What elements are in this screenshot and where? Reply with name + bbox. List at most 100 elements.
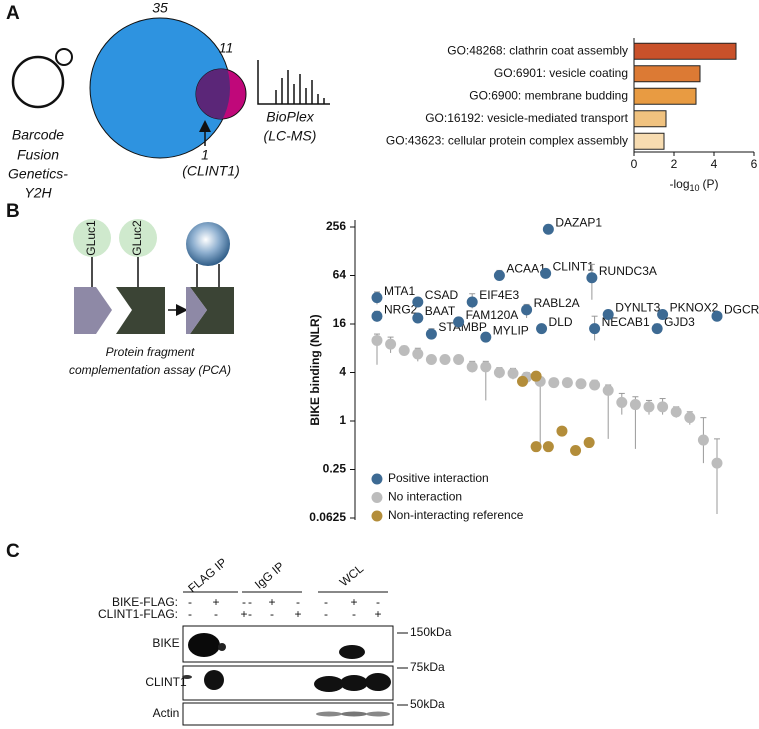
data-point [371, 310, 383, 322]
condition-sign: - [376, 595, 380, 609]
venn-label: BioPlex [266, 109, 314, 125]
condition-sign: - [188, 595, 192, 609]
data-point [602, 308, 614, 320]
gluc-label: GLuc1 [84, 220, 98, 256]
x-axis-label: 10 [690, 183, 700, 193]
legend-marker [371, 492, 383, 503]
data-point [466, 361, 478, 373]
legend-label: Non-interacting reference [388, 508, 524, 522]
data-point [697, 434, 709, 446]
size-marker: 75kDa [410, 660, 445, 674]
category-label: GO:43623: cellular protein complex assem… [386, 133, 628, 147]
panel-letter: A [6, 3, 20, 24]
point-label: RABL2A [534, 296, 580, 310]
data-point [711, 457, 723, 469]
data-point [670, 406, 682, 418]
venn-label: Fusion [17, 147, 59, 163]
point-label: PKNOX2 [670, 301, 719, 315]
data-point [575, 378, 587, 390]
data-point [536, 323, 548, 335]
data-point [548, 377, 560, 389]
data-point [453, 354, 465, 366]
size-marker: 50kDa [410, 697, 445, 711]
condition-sign: - [352, 607, 356, 621]
data-point [517, 375, 529, 387]
data-point [657, 401, 669, 413]
data-point [425, 354, 437, 366]
y-tick-label: 256 [326, 219, 346, 233]
y-tick-label: 0.0625 [309, 510, 346, 524]
venn-count: 11 [219, 40, 234, 56]
band [188, 633, 220, 657]
data-point [385, 338, 397, 350]
condition-sign: - [324, 607, 328, 621]
condition-sign: + [350, 595, 357, 609]
data-point [542, 441, 554, 453]
data-point [530, 441, 542, 453]
data-point [586, 272, 598, 284]
venn-count: 35 [152, 0, 168, 16]
data-point [602, 384, 614, 396]
data-point [371, 334, 383, 346]
protein-shape [116, 287, 165, 334]
category-label: GO:16192: vesicle-mediated transport [425, 111, 628, 125]
point-label: RUNDC3A [599, 264, 657, 278]
condition-sign: - [296, 595, 300, 609]
point-label: DAZAP1 [555, 215, 602, 229]
x-tick-label: 2 [671, 157, 678, 171]
x-axis-label: (P) [703, 177, 719, 191]
band [218, 643, 226, 651]
protein-shape [186, 287, 207, 334]
bar [633, 42, 737, 60]
y-tick-label: 16 [333, 316, 347, 330]
point-label: GJD3 [664, 315, 695, 329]
bar [633, 65, 701, 83]
point-label: DYNLT3 [615, 301, 660, 315]
blot-row-label: CLINT1 [145, 675, 187, 689]
band [341, 711, 367, 717]
condition-sign: + [212, 595, 219, 609]
data-point [657, 308, 669, 320]
reconstituted-gluc [186, 222, 230, 266]
band [365, 673, 391, 691]
band [340, 675, 368, 691]
pca-caption: complementation assay (PCA) [69, 363, 231, 377]
data-point [570, 445, 582, 457]
point-label: ACAA1 [506, 262, 546, 276]
legend-marker [371, 473, 383, 485]
condition-sign: + [374, 607, 381, 621]
data-point [616, 396, 628, 408]
bar [633, 110, 667, 128]
data-point [651, 323, 663, 335]
band [204, 670, 224, 690]
point-label: BAAT [425, 304, 456, 318]
venn-overlap [196, 69, 230, 119]
data-point [507, 367, 519, 379]
blot-row-label: Actin [153, 706, 180, 720]
venn-count: 1 [201, 147, 209, 163]
band [366, 711, 390, 717]
condition-label: CLINT1-FLAG: [98, 607, 178, 621]
data-point [480, 331, 492, 343]
point-label: MYLIP [493, 323, 529, 337]
pca-diagram: GLuc1 GLuc2 Protein fragment complementa… [69, 219, 234, 377]
data-point [412, 312, 424, 324]
point-label: DLD [549, 315, 573, 329]
data-point [561, 377, 573, 389]
point-label: DGCR6 [724, 302, 759, 316]
legend-marker [371, 510, 383, 522]
condition-sign: - [242, 595, 246, 609]
point-label: CLINT1 [553, 260, 595, 274]
band [339, 645, 365, 659]
data-point [412, 348, 424, 360]
ip-group-label: IgG IP [252, 559, 287, 592]
data-point [493, 367, 505, 378]
y-tick-label: 4 [339, 365, 346, 379]
y2h-icon [55, 48, 73, 66]
condition-sign: - [214, 607, 218, 621]
band [316, 711, 342, 717]
y-axis-label: BIKE binding (NLR) [308, 314, 322, 425]
gluc-fragment [119, 219, 157, 257]
gluc-fragment [73, 219, 111, 257]
condition-sign: - [248, 595, 252, 609]
